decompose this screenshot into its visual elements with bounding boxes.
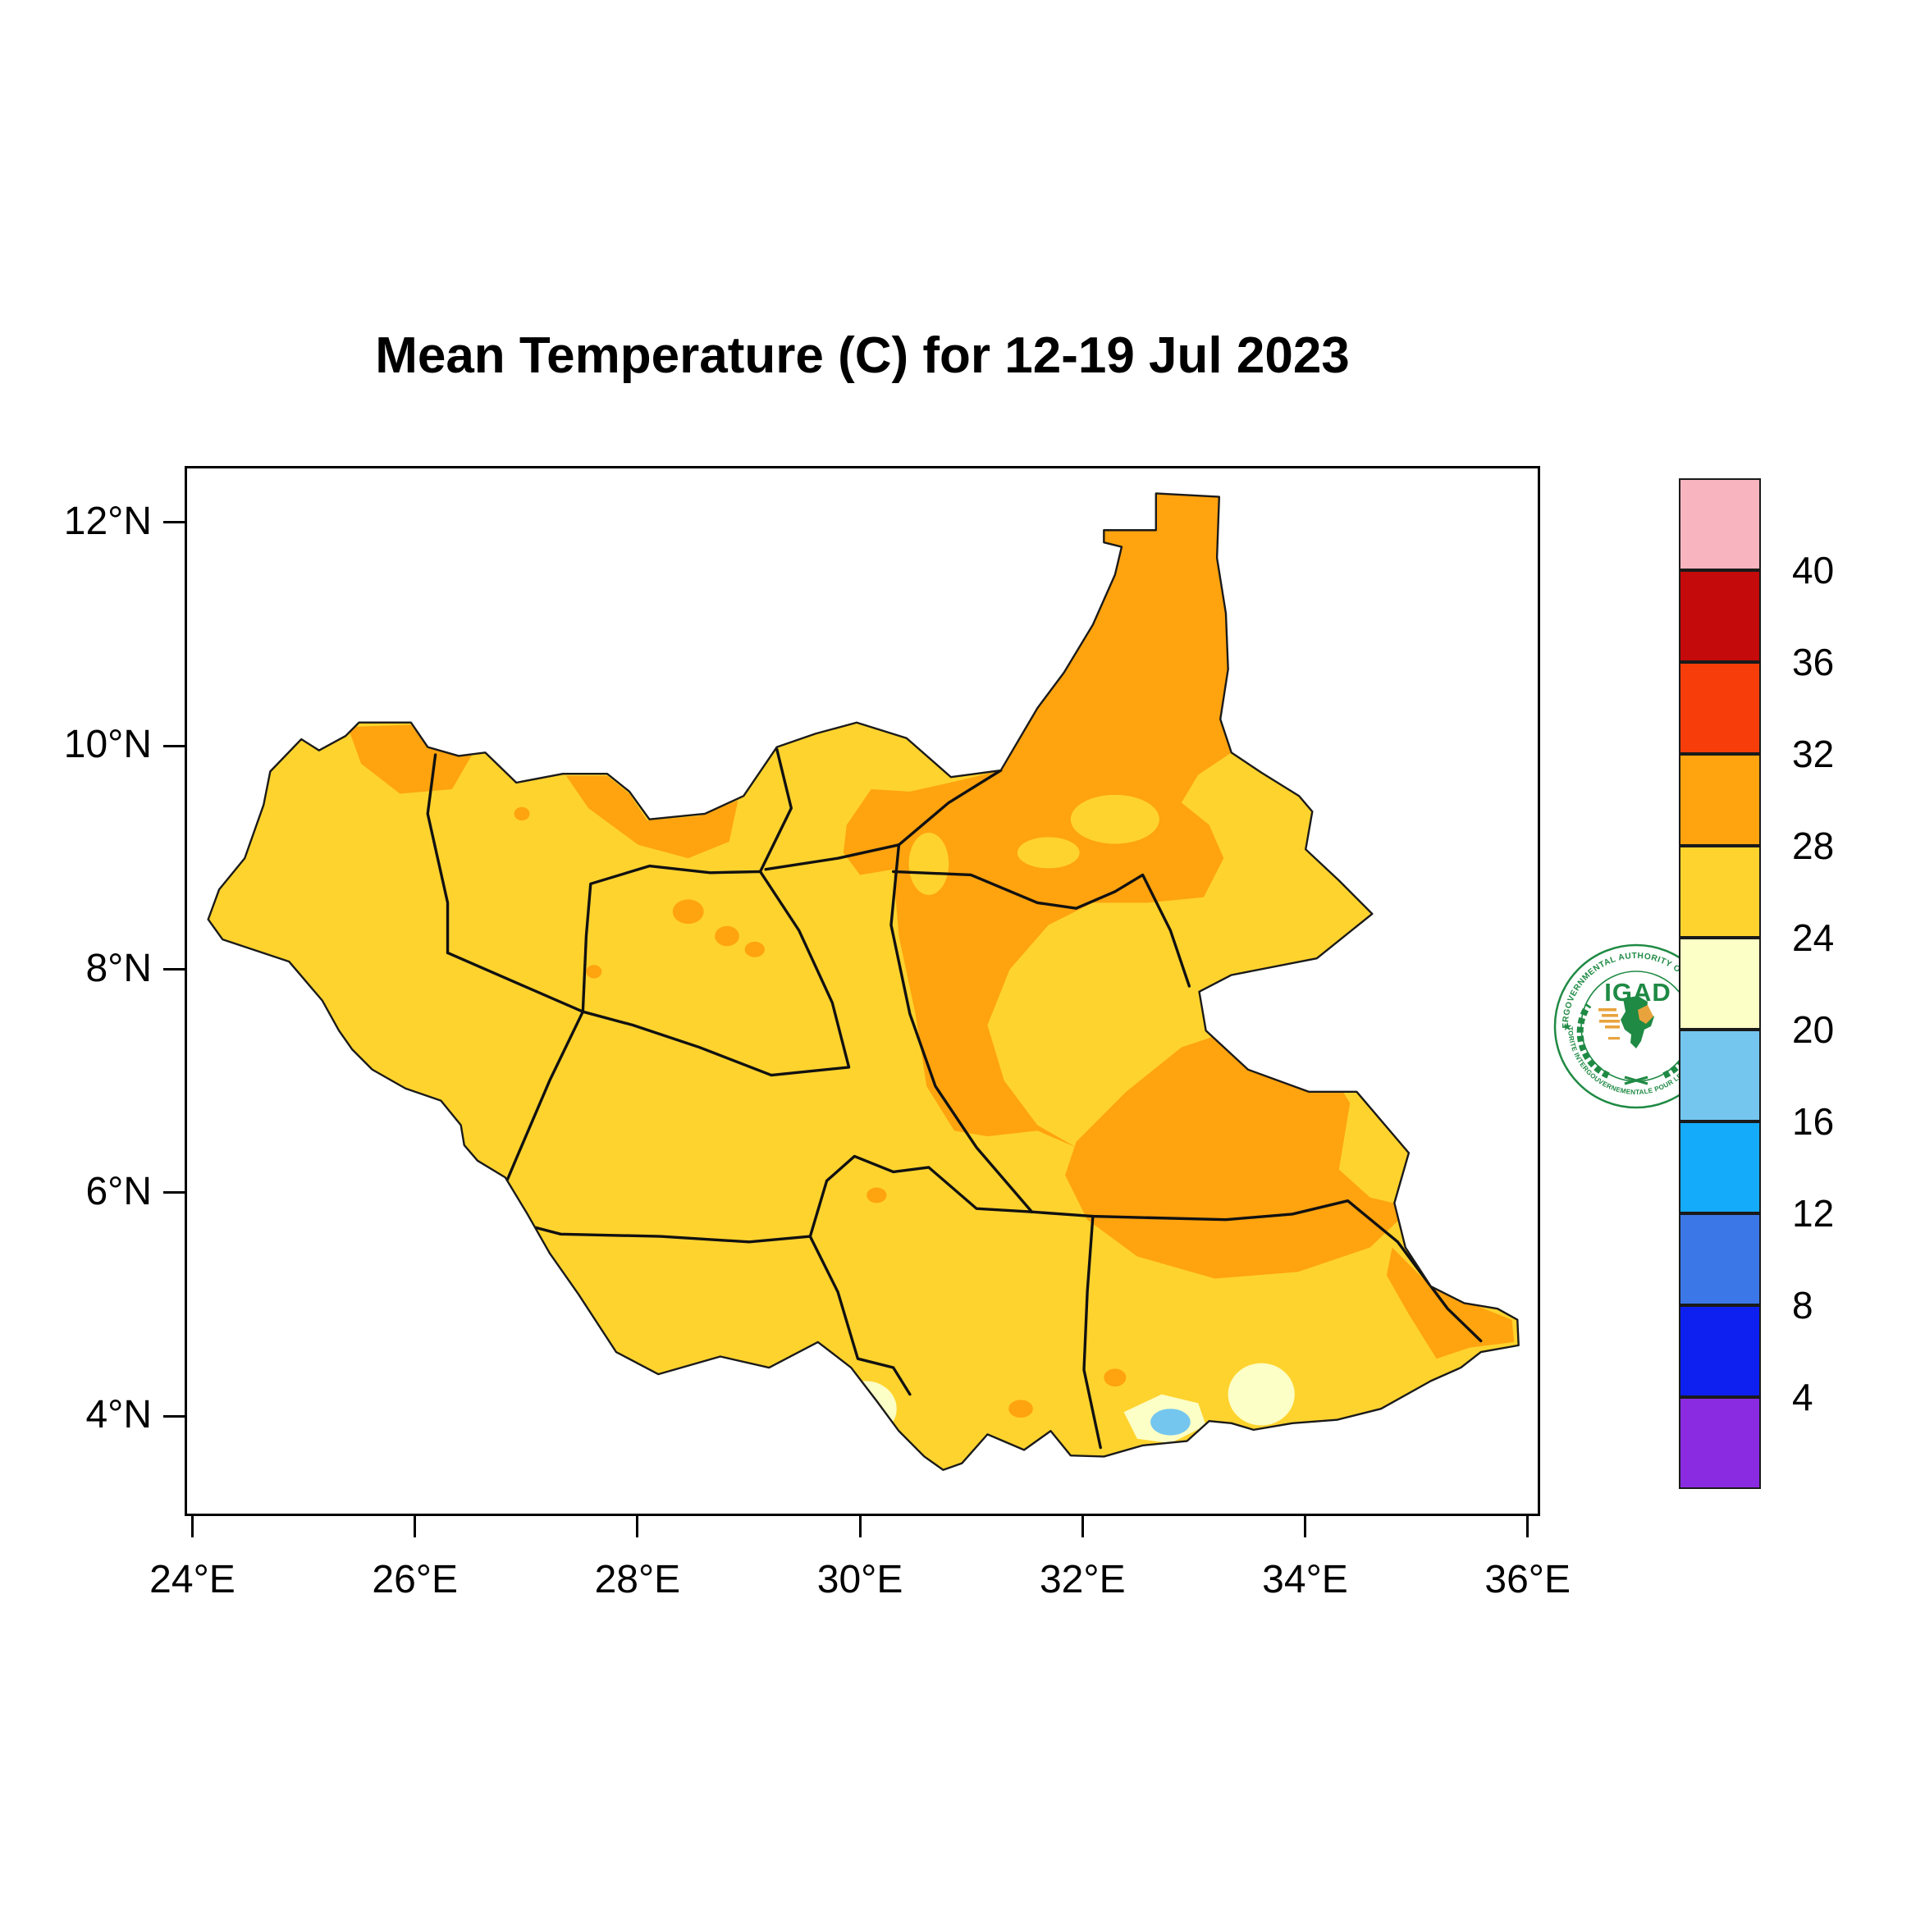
x-axis-tick-label: 30°E <box>816 1558 903 1601</box>
temp-patch-24-28 <box>908 833 949 895</box>
state-border-line <box>808 1154 1034 1238</box>
colorbar-cell-x40 <box>1679 478 1761 570</box>
x-axis-tick-label: 24°E <box>149 1558 235 1601</box>
colorbar-label: 40 <box>1792 549 1835 591</box>
state-border-line <box>490 1214 812 1244</box>
country-fill-24-28 <box>208 493 1519 1470</box>
country-outline <box>207 492 1520 1471</box>
colorbar-label: 24 <box>1792 916 1835 959</box>
temp-patch-28-32 <box>1104 1368 1127 1387</box>
logo-star-left-icon: ★ <box>1562 1020 1573 1033</box>
temp-patch-28-32 <box>672 899 704 925</box>
state-border-line <box>758 747 793 874</box>
temp-patch-28-32 <box>1008 1400 1033 1418</box>
colorbar-cell-28-32 <box>1679 754 1761 846</box>
temp-patch-28-32 <box>715 925 739 947</box>
y-axis-tick <box>163 1414 185 1418</box>
logo-ribbon-icon <box>1624 1076 1648 1085</box>
colorbar-cell-4-8 <box>1679 1305 1761 1397</box>
state-border-line <box>889 769 1034 1213</box>
temp-patch-28-32 <box>798 1350 821 1368</box>
y-axis-tick-label: 12°N <box>63 499 152 543</box>
temp-patch-24-28 <box>1070 794 1159 844</box>
temp-patch-28-32 <box>843 493 1232 1148</box>
temp-patch-28-32 <box>514 806 530 821</box>
temp-patch-28-32 <box>586 965 602 979</box>
x-axis-tick <box>1303 1516 1306 1537</box>
state-border-line <box>1030 1199 1483 1343</box>
temp-patch-20-24 <box>1228 1363 1295 1426</box>
state-border-line <box>581 864 851 1077</box>
colorbar-label: 28 <box>1792 824 1835 867</box>
x-axis-tick <box>190 1516 194 1537</box>
colorbar-cell-36-40 <box>1679 570 1761 662</box>
y-axis-tick-label: 6°N <box>85 1169 152 1213</box>
x-axis-tick-label: 32°E <box>1039 1558 1126 1601</box>
south-sudan-temperature-map <box>207 492 1520 1471</box>
logo-speed-lines-icon <box>1598 1008 1620 1040</box>
colorbar-cell-32-36 <box>1679 662 1761 754</box>
y-axis-tick-label: 8°N <box>85 946 152 990</box>
state-borders <box>426 747 1483 1450</box>
temp-patch-28-32 <box>744 941 765 957</box>
state-border-line <box>446 951 585 1013</box>
state-border-line <box>426 753 450 955</box>
colorbar-label: 4 <box>1792 1376 1813 1418</box>
chart-title: Mean Temperature (C) for 12-19 Jul 2023 <box>375 327 1350 384</box>
temp-patch-20-24 <box>834 1381 897 1437</box>
x-axis-tick <box>636 1516 639 1537</box>
colorbar-cell-8-12 <box>1679 1213 1761 1305</box>
x-axis-tick <box>858 1516 862 1537</box>
colorbar-label: 12 <box>1792 1192 1835 1235</box>
colorbar-cell-x4 <box>1679 1397 1761 1489</box>
colorbar-label: 32 <box>1792 733 1835 775</box>
temp-patch-28-32 <box>566 775 738 859</box>
state-border-line <box>764 843 901 871</box>
y-axis-tick-label: 4°N <box>85 1393 152 1437</box>
colorbar-label: 20 <box>1792 1008 1835 1051</box>
logo-wreath-left-icon <box>1576 1003 1610 1079</box>
logo-igad-region-icon <box>1638 1005 1653 1024</box>
x-axis-tick <box>1526 1516 1529 1537</box>
y-axis-tick <box>163 744 185 747</box>
state-border-line <box>1082 1214 1102 1450</box>
temp-patch-16-20 <box>1150 1409 1191 1436</box>
x-axis-tick <box>414 1516 417 1537</box>
x-axis-tick <box>1081 1516 1084 1537</box>
colorbar-cell-24-28 <box>1679 846 1761 938</box>
colorbar-label: 36 <box>1792 641 1835 683</box>
y-axis-tick <box>163 968 185 971</box>
x-axis-tick-label: 36°E <box>1484 1558 1571 1601</box>
temp-patch-28-32 <box>347 724 473 794</box>
state-border-line <box>808 1235 912 1396</box>
colorbar-label: 16 <box>1792 1100 1835 1143</box>
temp-patch-28-32 <box>1386 1247 1515 1359</box>
x-axis-tick-label: 28°E <box>594 1558 681 1601</box>
state-border-line <box>891 870 1191 988</box>
colorbar-label: 8 <box>1792 1284 1813 1327</box>
y-axis-tick-label: 10°N <box>63 723 152 767</box>
colorbar-cell-12-16 <box>1679 1121 1761 1213</box>
y-axis-tick <box>163 1191 185 1194</box>
y-axis-tick <box>163 521 185 524</box>
plot-area: INTERGOVERNMENTAL AUTHORITY ON DEVELOPME… <box>185 466 1719 1516</box>
colorbar-cell-20-24 <box>1679 938 1761 1030</box>
x-axis-tick-label: 34°E <box>1262 1558 1348 1601</box>
colorbar-cell-16-20 <box>1679 1030 1761 1121</box>
x-axis-tick-label: 26°E <box>372 1558 458 1601</box>
temp-patch-28-32 <box>866 1187 887 1204</box>
temp-patch-24-28 <box>1017 837 1080 869</box>
